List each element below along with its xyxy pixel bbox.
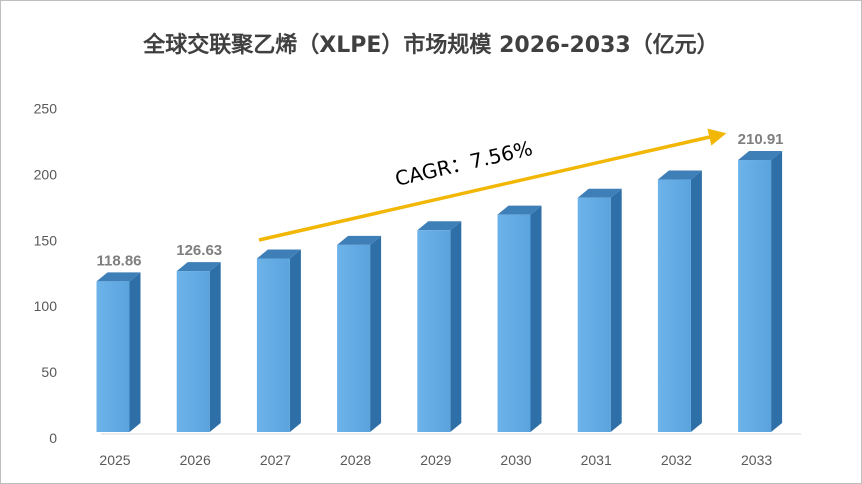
bar-top [577,188,622,198]
bar-side [370,235,382,432]
bar-side [450,221,462,432]
bar-top [337,235,382,245]
bar [96,281,130,432]
y-tick-label: 50 [41,364,57,380]
bar [497,214,531,432]
x-tick-label: 2032 [661,452,692,468]
bar [657,179,691,432]
bar [256,258,290,432]
bar-top [657,170,702,180]
chart-title: 全球交联聚乙烯（XLPE）市场规模 2026-2033（亿元） [143,33,719,58]
bar-side [690,170,702,432]
bar-top [417,221,462,231]
bar-top [738,151,783,161]
bar-top [256,249,301,259]
data-label: 118.86 [96,252,141,269]
y-tick-label: 100 [34,298,58,314]
y-tick-label: 200 [34,166,58,182]
bar-side [771,151,783,432]
x-tick-label: 2033 [741,452,772,468]
cagr-arrow [258,128,727,242]
x-tick-label: 2025 [99,452,130,468]
x-tick-label: 2027 [260,452,291,468]
x-tick-label: 2030 [500,452,531,468]
data-label: 126.63 [176,242,222,259]
bar-top [96,272,141,282]
bar-side [289,249,301,432]
bar-side [610,188,622,432]
bar [577,197,611,432]
x-tick-label: 2031 [581,452,612,468]
bar [176,271,210,432]
y-tick-label: 150 [34,232,58,248]
bar-side [530,205,542,432]
bar-top [497,205,542,215]
bar [337,244,371,432]
y-tick-label: 0 [49,430,57,446]
bar-top [176,262,221,272]
bar [738,160,772,432]
y-tick-label: 250 [34,101,58,117]
x-tick-label: 2028 [340,452,371,468]
bar [417,230,451,432]
bar-side [129,272,141,432]
bar-side [209,262,221,432]
data-label: 210.91 [738,131,784,148]
x-tick-label: 2026 [180,452,211,468]
x-tick-label: 2029 [420,452,451,468]
